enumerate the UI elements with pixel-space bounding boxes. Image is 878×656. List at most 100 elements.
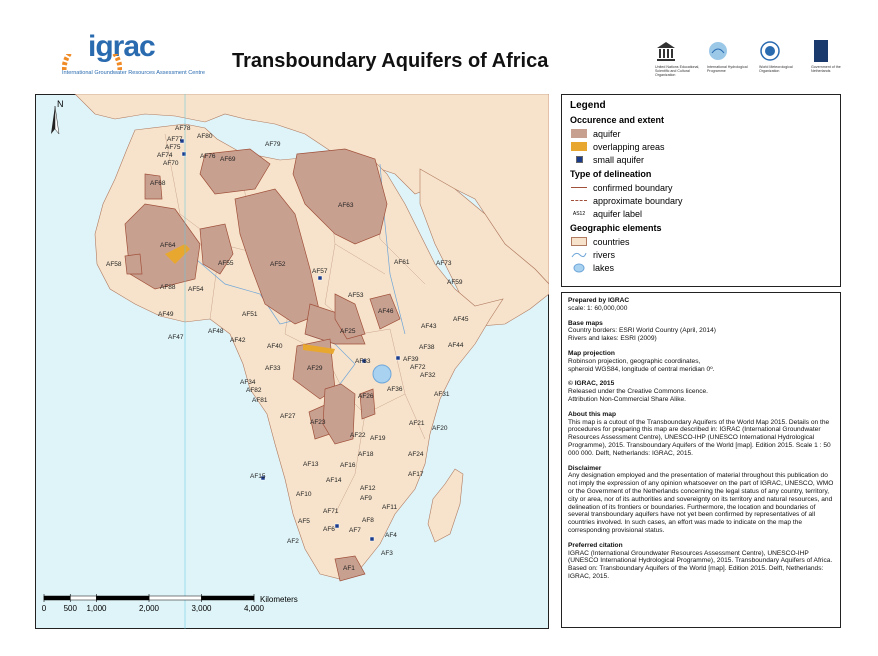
aquifer-label: AF15 (250, 473, 266, 480)
aquifer-label: AF18 (358, 451, 374, 458)
aquifer-label: AF29 (307, 365, 323, 372)
legend-label: aquifer label (593, 208, 643, 219)
overlapping-areas (165, 244, 335, 354)
logo: igrac International Groundwater Resource… (62, 30, 206, 76)
info-heading: Disclaimer (568, 464, 602, 472)
aquifer-label: AF44 (448, 342, 464, 349)
info-heading: About this map (568, 410, 616, 418)
legend-label: small aquifer (593, 154, 645, 165)
aquifer-label: AF75 (165, 144, 181, 151)
aquifer-label: AF69 (220, 156, 236, 163)
aquifer-label: AF42 (230, 337, 246, 344)
aquifer-label: AF83 (355, 358, 371, 365)
aquifer-label: AF21 (409, 420, 425, 427)
scale-segment (96, 595, 150, 601)
scale-segment (148, 595, 202, 601)
aquifers (124, 148, 401, 582)
aquifer-label: AF20 (432, 425, 448, 432)
scale-label: 2,000 (139, 604, 160, 613)
logo-subtitle: International Groundwater Resources Asse… (62, 70, 206, 76)
aquifer-label: AF31 (434, 391, 450, 398)
madagascar (427, 468, 464, 543)
aquifer-label: AF10 (296, 491, 312, 498)
legend-swatch (570, 250, 588, 260)
partner-name: United Nations Educational, Scientific a… (655, 65, 700, 77)
north-arrow (51, 106, 55, 134)
aquifer-label: AF14 (326, 477, 342, 484)
aquifer-label: AF33 (265, 365, 281, 372)
legend-item: rivers (570, 248, 832, 261)
info-heading: © IGRAC, 2015 (568, 380, 615, 388)
aquifer-label: AF3 (381, 550, 393, 557)
map-title: Transboundary Aquifers of Africa (232, 50, 549, 72)
aquifer-label: AF40 (267, 343, 283, 350)
legend-label: confirmed boundary (593, 182, 673, 193)
aquifer-label: AF13 (303, 461, 319, 468)
aquifer-label: AF71 (323, 508, 339, 515)
scale-segment (201, 595, 255, 601)
aquifer-label: AF52 (270, 261, 286, 268)
aquifer-label: AF53 (348, 292, 364, 299)
arabia (419, 168, 549, 327)
legend-label: countries (593, 236, 630, 247)
legend-label: aquifer (593, 128, 621, 139)
info-heading: Prepared by IGRAC (568, 297, 630, 304)
legend-item: small aquifer (570, 153, 832, 166)
aquifer-label: AF8 (362, 517, 374, 524)
legend-item: confirmed boundary (570, 181, 832, 194)
aquifer-label: AF45 (453, 316, 469, 323)
scale-label: 3,000 (191, 604, 212, 613)
aquifer-label: AF61 (394, 259, 410, 266)
lake (372, 364, 392, 384)
aquifer-label: AF57 (312, 268, 328, 275)
aquifer-label: AF24 (408, 451, 424, 458)
aquifer-label: AF49 (158, 311, 174, 318)
scale-segment (43, 595, 71, 601)
info-text: Robinson projection, geographic coordina… (568, 357, 701, 365)
legend: Legend Occurence and extent aquifer overlap… (561, 94, 841, 287)
logo-sun (62, 54, 122, 70)
aquifer-label: AF22 (350, 432, 366, 439)
info-text: Released under the Creative Commons lice… (568, 388, 709, 396)
aquifer-label: AF68 (150, 180, 166, 187)
legend-label: overlapping areas (593, 141, 665, 152)
legend-swatch (570, 237, 588, 247)
aquifer-label: AF51 (242, 311, 258, 318)
legend-title: Legend (570, 100, 606, 111)
aquifer-label: AF7 (349, 527, 361, 534)
aquifer-label: AF54 (188, 286, 204, 293)
partner-name: International Hydrological Programme (707, 65, 748, 73)
aquifer-label: AF70 (163, 160, 179, 167)
info-text: Attribution Non-Commercial Share Alike. (568, 395, 687, 403)
info-text: Any designation employed and the present… (568, 472, 834, 534)
partner: World Meteorological Organization (759, 40, 805, 77)
aquifer-label: AF27 (280, 413, 296, 420)
aquifer-label: AF81 (252, 397, 268, 404)
legend-item: AS12 aquifer label (570, 207, 832, 220)
partner-name: Government of the Netherlands (811, 65, 841, 73)
legend-label: approximate boundary (593, 195, 683, 206)
aquifer-label: AF48 (208, 328, 224, 335)
legend-swatch (570, 196, 588, 206)
scale-label: 4,000 (244, 604, 265, 613)
legend-swatch: AS12 (570, 209, 588, 219)
logo-text: igrac (88, 30, 156, 63)
legend-item: approximate boundary (570, 194, 832, 207)
legend-heading: Geographic elements (570, 223, 662, 233)
aquifer-label: AF34 (240, 379, 256, 386)
aquifer-label: AF11 (382, 504, 397, 511)
north-label: N (57, 99, 64, 109)
info-heading: Base maps (568, 319, 603, 327)
partner: Government of the Netherlands (811, 40, 857, 77)
legend-swatch (570, 183, 588, 193)
aquifer-label: AF23 (310, 419, 326, 426)
aquifer-label: AF4 (385, 532, 397, 539)
aquifer-label: AF59 (447, 279, 463, 286)
aquifer-label: AF32 (420, 372, 436, 379)
partner-logos: United Nations Educational, Scientific a… (655, 40, 857, 77)
aquifer-label: AF5 (298, 518, 310, 525)
info-text: IGRAC (International Groundwater Resourc… (568, 549, 833, 580)
legend-swatch (570, 142, 588, 152)
legend-sample-label: AS12 (572, 210, 586, 217)
